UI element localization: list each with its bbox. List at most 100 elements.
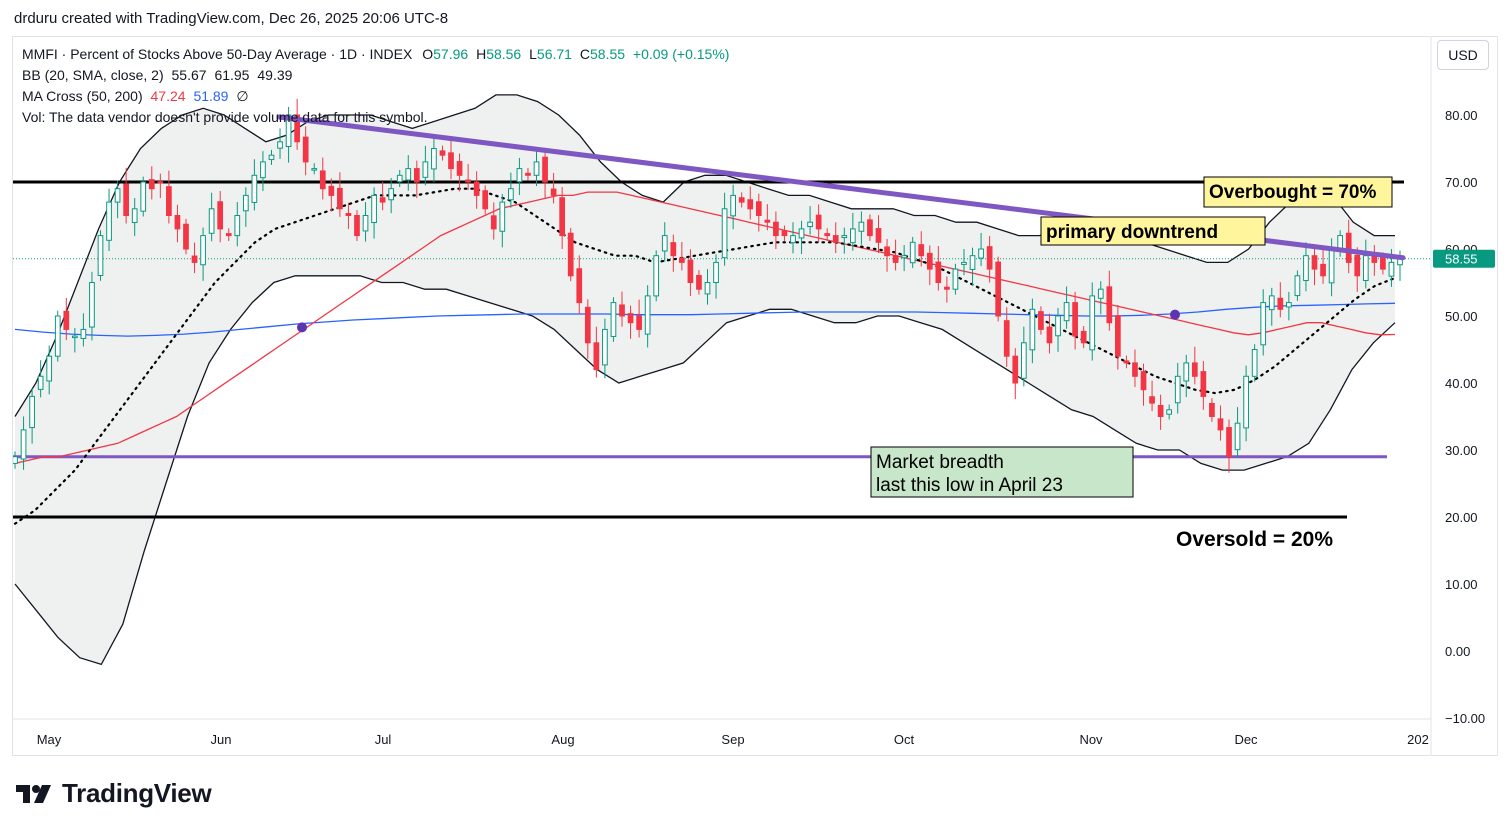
candle — [721, 192, 728, 266]
legend-ma50: 47.24 — [150, 88, 186, 104]
candle — [46, 345, 53, 395]
candle-body — [815, 214, 822, 230]
candle-body — [1388, 261, 1395, 277]
candle-body — [191, 255, 198, 263]
candle-body — [148, 179, 155, 190]
candle — [63, 297, 70, 341]
candle-body — [1286, 302, 1292, 308]
candle-body — [63, 310, 70, 330]
tradingview-brand[interactable]: TradingView — [14, 778, 212, 809]
legend-bb-row[interactable]: BB (20, SMA, close, 2) 55.67 61.95 49.39 — [22, 65, 729, 86]
candle — [815, 204, 822, 243]
candle — [978, 232, 984, 267]
candle-body — [867, 219, 873, 237]
candle — [576, 255, 583, 314]
candle-body — [1097, 288, 1104, 299]
candle — [1260, 289, 1267, 356]
candle-body — [730, 194, 736, 217]
candle — [713, 254, 719, 299]
candle-body — [422, 161, 429, 178]
candle-body — [1174, 375, 1181, 404]
ma200-line — [14, 302, 1396, 337]
candle — [952, 263, 959, 295]
price-tick-label: 50.00 — [1445, 309, 1478, 324]
candle-body — [1303, 255, 1309, 281]
candle — [832, 222, 839, 254]
legend-ma-row[interactable]: MA Cross (50, 200) 47.24 51.89 ∅ — [22, 86, 729, 107]
candle-body — [1328, 248, 1335, 284]
candle-body — [200, 235, 206, 266]
candle — [807, 206, 813, 235]
candle — [1286, 291, 1292, 321]
candle — [294, 98, 300, 150]
candle-body — [473, 181, 480, 196]
candle-body — [114, 188, 121, 203]
candle — [542, 149, 548, 199]
candle — [396, 169, 403, 188]
candle-body — [456, 161, 463, 176]
candle-body — [1149, 396, 1155, 404]
candle — [106, 188, 112, 252]
candle-body — [1251, 349, 1258, 377]
candle-body — [1183, 362, 1190, 382]
candle — [1234, 407, 1241, 458]
candle-body — [337, 187, 343, 210]
candle — [909, 236, 916, 269]
tradingview-logo-icon — [16, 784, 51, 803]
chart-attribution: drduru created with TradingView.com, Dec… — [14, 10, 449, 27]
candle — [773, 211, 779, 249]
candle-body — [1029, 308, 1036, 351]
candle-body — [29, 395, 35, 429]
currency-button[interactable]: USD — [1437, 40, 1489, 70]
price-tick-label: 10.00 — [1445, 577, 1478, 592]
candle — [610, 297, 617, 342]
candle — [191, 242, 198, 274]
candle-body — [696, 274, 702, 290]
candle-body — [781, 230, 788, 237]
candle-body — [54, 315, 61, 357]
candle — [508, 172, 514, 208]
candle-body — [661, 235, 668, 252]
candle-body — [1362, 255, 1369, 281]
candle-body — [935, 261, 942, 284]
candle — [926, 245, 933, 286]
legend-ma200: 51.89 — [193, 88, 229, 104]
downtrend-annotation: primary downtrend — [1040, 216, 1266, 246]
candle-body — [89, 282, 95, 328]
candle — [183, 218, 189, 255]
candle — [1046, 313, 1053, 354]
candle-body — [747, 199, 754, 210]
candle-body — [918, 244, 925, 257]
candle — [354, 210, 360, 241]
candle-body — [388, 188, 395, 201]
candle-body — [131, 208, 138, 224]
candle-body — [260, 161, 266, 179]
candle — [1345, 219, 1352, 274]
candle — [875, 215, 882, 254]
candle-body — [1123, 360, 1130, 364]
candle — [935, 245, 942, 291]
candle — [1012, 348, 1019, 400]
candle-body — [345, 212, 352, 217]
candle-body — [71, 335, 78, 339]
candle-body — [755, 201, 762, 216]
candle — [593, 326, 600, 378]
candle-body — [944, 286, 950, 290]
candle — [1183, 354, 1190, 398]
candle — [131, 198, 138, 236]
candle — [71, 328, 78, 353]
legend-c-label: C — [579, 46, 590, 62]
legend-symbol-row[interactable]: MMFI · Percent of Stocks Above 50-Day Av… — [22, 44, 729, 65]
legend-l-label: L — [529, 46, 537, 62]
oversold-annotation-text: Oversold = 20% — [1176, 528, 1333, 551]
candle-body — [1012, 355, 1019, 384]
candle-body — [969, 255, 976, 270]
time-tick-label: Jul — [375, 732, 392, 747]
candle — [679, 241, 685, 271]
candle — [1191, 346, 1198, 385]
candle-body — [285, 114, 292, 147]
candle — [961, 249, 967, 276]
candle-body — [773, 221, 779, 237]
candle-body — [499, 201, 506, 232]
